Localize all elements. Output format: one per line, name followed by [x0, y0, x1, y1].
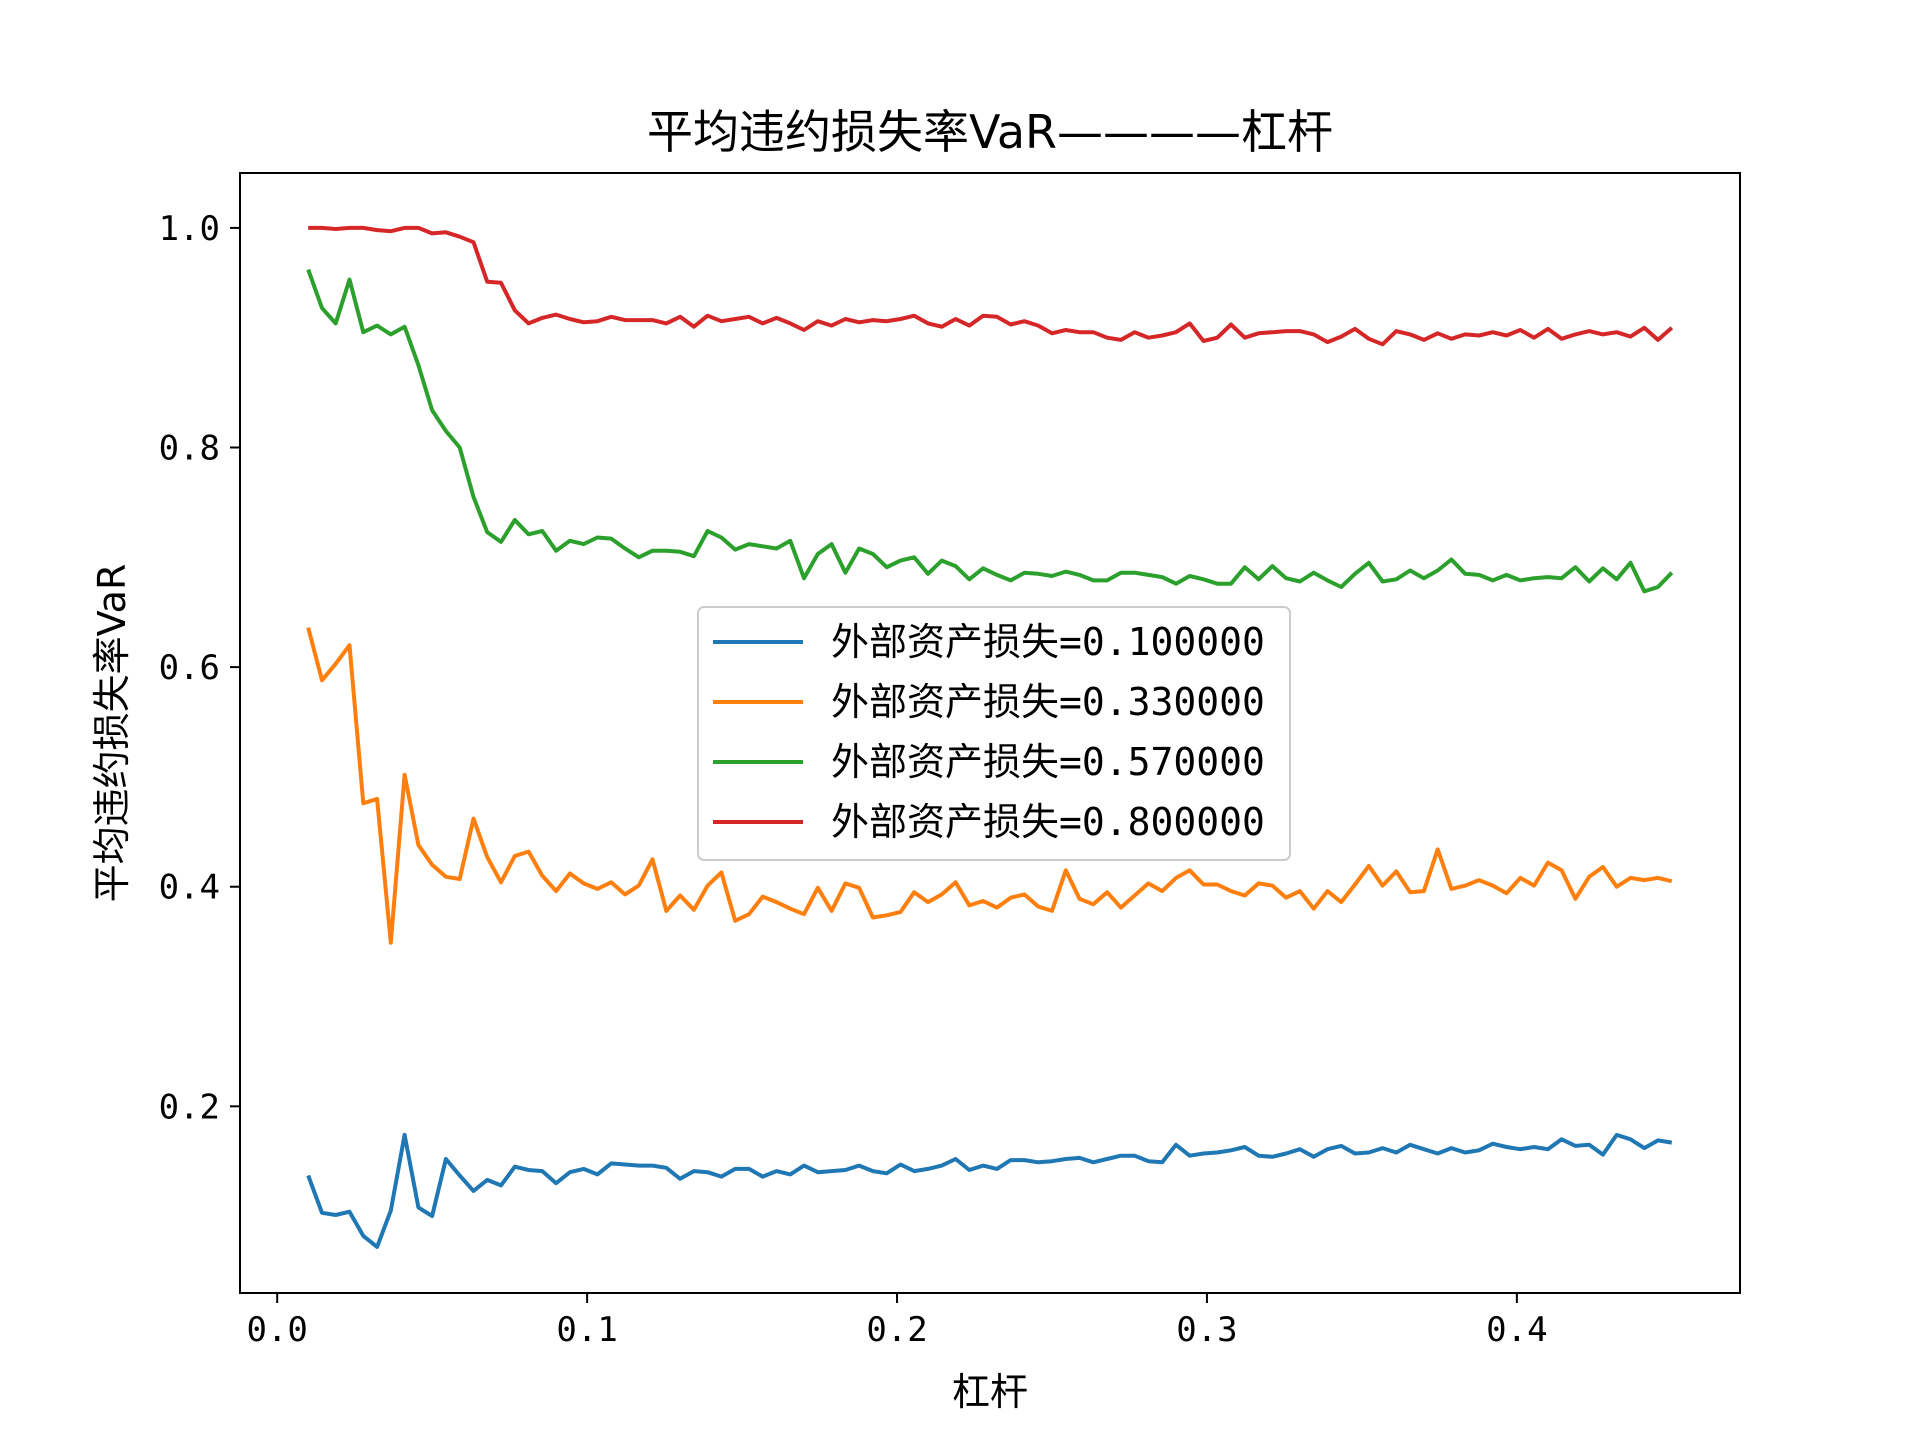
series-line-1 — [306, 1132, 1673, 1249]
y-tick-label: 1.0 — [159, 209, 220, 249]
legend-label-3: 外部资产损失=0.570000 — [831, 740, 1265, 784]
y-tick-label: 0.8 — [159, 429, 220, 469]
legend-label-4: 外部资产损失=0.800000 — [831, 800, 1265, 844]
chart-title: 平均违约损失率VaR————杠杆 — [647, 105, 1333, 159]
y-tick-label: 0.4 — [159, 868, 220, 908]
legend-box — [697, 606, 1291, 861]
series-layer — [306, 225, 1674, 1249]
x-tick-label: 0.2 — [866, 1310, 927, 1350]
series-line-4 — [308, 225, 1674, 347]
plot-frame — [239, 172, 1741, 1294]
y-axis-label: 平均违约损失率VaR — [90, 564, 134, 903]
x-axis-label: 杠杆 — [952, 1370, 1028, 1414]
legend: 外部资产损失=0.100000 外部资产损失=0.330000 外部资产损失=0.5… — [697, 606, 1291, 861]
series-line-3 — [306, 268, 1674, 594]
series-line-2 — [306, 627, 1673, 945]
y-tick-label: 0.6 — [159, 648, 220, 688]
x-tick-label: 0.1 — [556, 1310, 617, 1350]
x-tick-label: 0.0 — [246, 1310, 307, 1350]
legend-label-1: 外部资产损失=0.100000 — [831, 620, 1265, 664]
x-tick-label: 0.4 — [1486, 1310, 1547, 1350]
y-axis: 0.2 0.4 0.6 0.8 1.0 — [159, 209, 240, 1127]
x-axis: 0.0 0.1 0.2 0.3 0.4 — [246, 1293, 1548, 1350]
y-tick-label: 0.2 — [159, 1087, 220, 1127]
x-tick-label: 0.3 — [1176, 1310, 1237, 1350]
legend-label-2: 外部资产损失=0.330000 — [831, 680, 1265, 724]
